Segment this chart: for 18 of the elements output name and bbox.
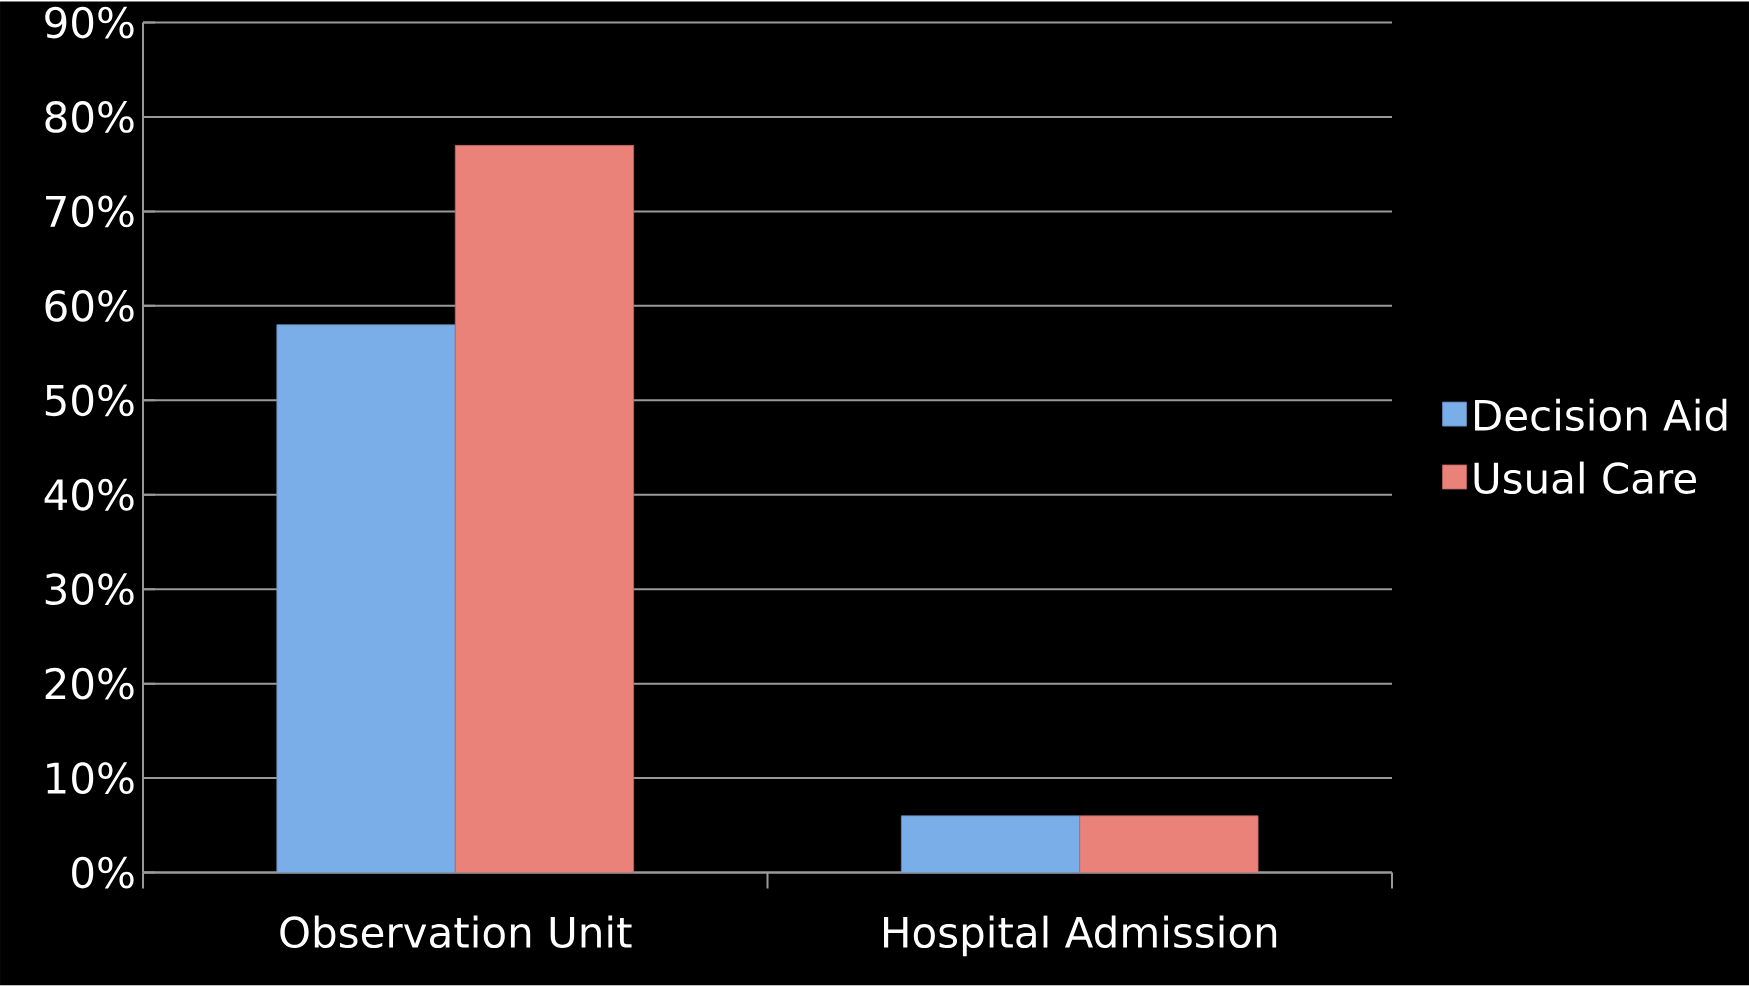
bar xyxy=(1079,815,1259,873)
y-tick-label: 70% xyxy=(46,195,134,228)
bar xyxy=(454,145,635,873)
bar xyxy=(900,815,1081,873)
legend-label: Usual Care xyxy=(1474,461,1696,495)
y-tick-label: 90% xyxy=(45,6,134,39)
y-tick-label: 60% xyxy=(45,290,134,322)
bar xyxy=(276,324,456,873)
x-tick-label: Hospital Admission xyxy=(884,915,1277,957)
y-tick-label: 40% xyxy=(44,479,134,511)
y-tick-label: 20% xyxy=(45,667,134,700)
y-tick-label: 0% xyxy=(72,856,134,889)
y-tick-label: 80% xyxy=(45,101,134,134)
y-tick-label: 30% xyxy=(45,573,134,606)
y-tick-label: 50% xyxy=(45,384,134,417)
y-tick-label: 10% xyxy=(47,762,134,795)
x-tick-label: Observation Unit xyxy=(280,915,632,949)
legend-label: Decision Aid xyxy=(1475,398,1727,432)
